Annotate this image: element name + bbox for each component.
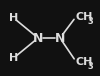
- Text: CH: CH: [76, 12, 93, 22]
- Text: H: H: [9, 53, 19, 63]
- Text: CH: CH: [76, 57, 93, 67]
- Text: 3: 3: [88, 62, 93, 71]
- Text: H: H: [9, 13, 19, 23]
- Text: N: N: [55, 31, 65, 45]
- Text: 3: 3: [88, 17, 93, 26]
- Text: N: N: [33, 31, 43, 45]
